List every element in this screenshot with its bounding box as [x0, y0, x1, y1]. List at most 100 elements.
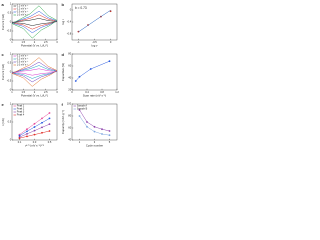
- y-axis-label: log i: [61, 19, 65, 25]
- y-tick-label: -0.8: [67, 32, 72, 36]
- panel-label: f: [62, 102, 64, 107]
- y-axis-label: Capacity (mAh g⁻¹): [61, 110, 65, 134]
- y-tick-label: 0: [70, 8, 72, 12]
- series-line: [11, 68, 58, 76]
- y-tick-label: -1: [9, 38, 12, 42]
- figure: a 1 1.5 2 2.5 3 -1 -0.5 0 0.5 1 Potential (V vs. Li…: [1, 2, 119, 148]
- panel-label: b: [62, 2, 65, 7]
- x-tick-label: 2.5: [44, 40, 48, 44]
- annotation: b = 0.73: [75, 6, 87, 10]
- legend-label: Peak 4: [17, 114, 25, 117]
- y-tick-label: 0: [10, 20, 12, 24]
- data-point: [108, 130, 111, 132]
- data-point: [18, 137, 21, 140]
- y-tick-label: -0.5: [7, 29, 12, 33]
- data-point: [41, 121, 43, 124]
- plot-frame: [71, 53, 118, 91]
- x-tick-label: 1.5: [21, 90, 25, 94]
- y-tick-label: 1: [10, 2, 12, 6]
- data-point: [48, 130, 51, 132]
- series-line: [11, 10, 58, 34]
- y-tick-label: 0.5: [8, 120, 12, 124]
- x-tick-label: 1.2: [115, 90, 119, 94]
- data-point: [101, 128, 103, 131]
- data-point: [108, 134, 111, 137]
- x-tick-label: -0.5: [92, 40, 97, 44]
- y-tick-label: 80: [68, 52, 71, 56]
- y-tick-label: 1: [10, 102, 12, 106]
- legend-label: Peak 1: [17, 105, 25, 108]
- x-tick-label: 0.4: [85, 90, 89, 94]
- y-axis-label: i (mA): [1, 118, 5, 126]
- data-point: [26, 130, 28, 133]
- x-tick-label: 1.5: [21, 40, 25, 44]
- data-point: [26, 132, 28, 135]
- panel-label: e: [2, 102, 5, 107]
- data-point: [41, 117, 43, 120]
- x-tick-label: 2.5: [44, 90, 48, 94]
- y-axis-label: Current (mA): [1, 64, 5, 80]
- y-tick-label: 0: [10, 138, 12, 142]
- x-tick-label: 0.8: [100, 90, 104, 94]
- data-point: [78, 75, 81, 78]
- data-point: [48, 123, 51, 126]
- x-tick-label: 0.1: [18, 140, 22, 144]
- x-tick-label: 1: [11, 90, 13, 94]
- x-axis-label: Scan rate (mV s⁻¹): [83, 93, 106, 97]
- x-tick-label: 0.5: [48, 140, 52, 144]
- series-line: [78, 10, 111, 33]
- legend-label: 1.0 mV s⁻¹: [17, 64, 29, 67]
- y-tick-label: 40: [68, 76, 71, 80]
- y-tick-label: 40: [68, 138, 71, 142]
- x-tick-label: 0: [110, 40, 112, 44]
- x-axis-label: Potential (V vs. Li/Li⁺): [21, 93, 48, 97]
- data-point: [18, 134, 21, 137]
- data-point: [48, 112, 51, 114]
- legend-label: 0.2 mV s⁻¹: [17, 8, 29, 11]
- x-tick-label: 2: [34, 90, 36, 94]
- x-tick-label: 3: [94, 140, 96, 144]
- panel-label: c: [2, 52, 5, 57]
- data-point: [108, 60, 111, 63]
- x-tick-label: 1: [79, 140, 81, 144]
- panel-label: a: [2, 2, 5, 7]
- data-point: [41, 131, 43, 134]
- data-point: [48, 117, 51, 120]
- y-tick-label: -0.4: [67, 20, 72, 24]
- series-line: [11, 5, 58, 39]
- x-axis-label: Potential (V vs. Li/Li⁺): [21, 43, 48, 47]
- legend-label: Peak 2: [17, 108, 25, 111]
- series-line: [11, 61, 58, 83]
- y-tick-label: 60: [68, 126, 71, 130]
- data-point: [26, 128, 28, 131]
- data-point: [93, 130, 96, 133]
- x-axis-label: v¹ᐟ² (mV s⁻¹)¹ᐟ²: [25, 143, 44, 147]
- x-axis-label: log v: [92, 43, 99, 47]
- data-point: [101, 133, 103, 135]
- data-point: [89, 68, 92, 70]
- series-line: [79, 109, 110, 132]
- x-axis-label: Cycle number: [86, 143, 103, 147]
- x-tick-label: 0.3: [33, 140, 37, 144]
- y-axis-label: Capacitive (%): [61, 63, 65, 81]
- y-tick-label: 100: [67, 102, 72, 106]
- x-tick-label: 2: [34, 40, 36, 44]
- data-point: [26, 135, 28, 138]
- data-point: [33, 133, 36, 136]
- x-tick-label: 1: [11, 40, 13, 44]
- legend-label: 0.5 mV s⁻¹: [17, 61, 29, 64]
- data-point: [86, 125, 88, 128]
- y-tick-label: 20: [68, 88, 71, 92]
- x-tick-label: 3: [56, 90, 58, 94]
- data-point: [33, 129, 36, 132]
- data-point: [93, 125, 96, 128]
- legend-label: 0.2 mV s⁻¹: [17, 58, 29, 61]
- legend-label: 0.5 mV s⁻¹: [17, 11, 29, 14]
- y-axis-label: Current (mA): [1, 14, 5, 30]
- series-line: [75, 60, 110, 82]
- y-tick-label: -1: [9, 88, 12, 92]
- legend-label: Sample B: [77, 108, 88, 111]
- legend-label: 0.1 mV s⁻¹: [17, 55, 29, 58]
- y-tick-label: 60: [68, 64, 71, 68]
- legend-label: Sample A: [77, 105, 88, 108]
